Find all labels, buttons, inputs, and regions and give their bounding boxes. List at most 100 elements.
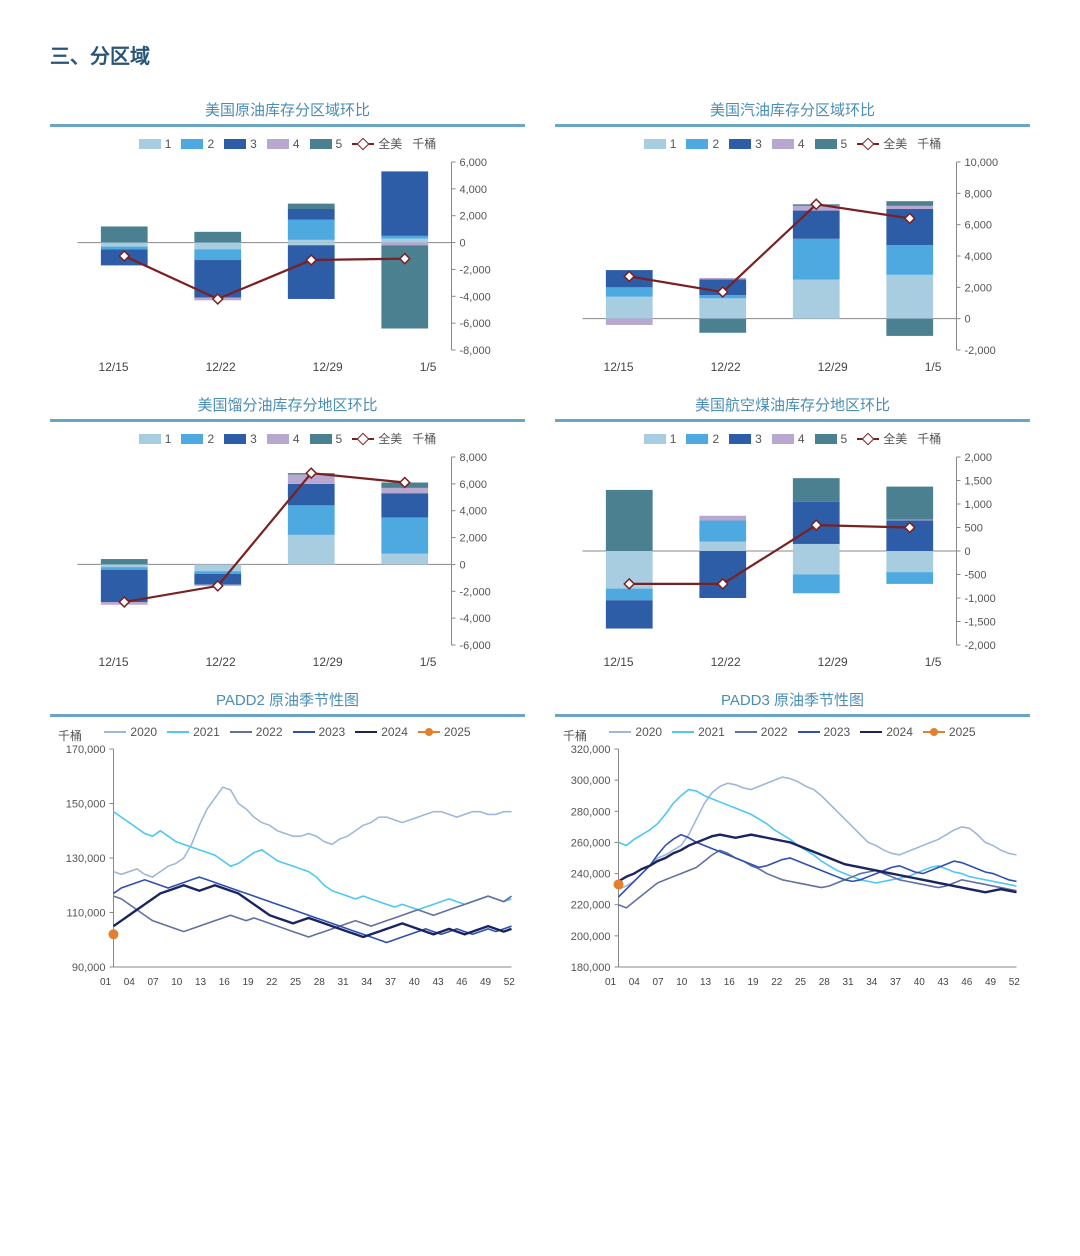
chart-hr (50, 714, 525, 717)
x-labels: 12/1512/2212/291/5 (50, 655, 525, 669)
y-tick: -2,000 (965, 345, 996, 356)
x-labels: 12/1512/2212/291/5 (555, 655, 1030, 669)
legend-item: 2021 (167, 725, 220, 739)
bar-seg (793, 575, 840, 594)
y-tick: 6,000 (965, 220, 993, 232)
x-tick: 40 (914, 977, 925, 988)
series-2024 (114, 885, 512, 937)
y-tick: -1,000 (965, 593, 996, 605)
bar-seg (381, 243, 428, 246)
bar-seg (101, 567, 148, 570)
bar-seg (699, 520, 746, 541)
bar-chart-0: 美国原油库存分区域环比12345全美千桶-8,000-6,000-4,000-2… (50, 99, 525, 374)
y-tick: -4,000 (460, 291, 491, 303)
y-tick: 320,000 (571, 744, 611, 756)
bar-seg (886, 275, 933, 319)
x-tick: 12/15 (604, 360, 634, 374)
series-2021 (619, 789, 1017, 886)
x-tick: 1/5 (925, 655, 942, 669)
y-tick: 240,000 (571, 869, 611, 881)
bar-seg (288, 245, 335, 299)
x-labels: 12/1512/2212/291/5 (555, 360, 1030, 374)
bar-seg (288, 535, 335, 565)
y-tick: 180,000 (571, 962, 611, 973)
bar-chart-2: 美国馏分油库存分地区环比12345全美千桶-6,000-4,000-2,0000… (50, 394, 525, 669)
series-2025-point (109, 929, 119, 939)
x-labels: 010407101316192225283134374043464952 (50, 977, 525, 988)
bar-seg (793, 211, 840, 239)
x-tick: 12/29 (818, 360, 848, 374)
plot-area: 180,000200,000220,000240,000260,000280,0… (555, 743, 1030, 973)
x-tick: 04 (629, 977, 640, 988)
legend-line: 全美 (352, 135, 402, 152)
bar-seg (793, 478, 840, 502)
bar-seg (606, 589, 653, 601)
bar-seg (606, 600, 653, 628)
plot-area: 90,000110,000130,000150,000170,000 (50, 743, 525, 973)
legend-item: 4 (772, 432, 805, 446)
series-2024 (619, 835, 1017, 893)
y-tick: 300,000 (571, 775, 611, 787)
x-tick: 12/29 (313, 655, 343, 669)
y-tick: 2,000 (460, 211, 488, 223)
bar-seg (886, 572, 933, 584)
bar-seg (886, 319, 933, 336)
x-tick: 12/22 (711, 360, 741, 374)
bar-seg (381, 171, 428, 235)
x-tick: 43 (433, 977, 444, 988)
legend-item: 3 (224, 432, 257, 446)
unit-label: 千桶 (917, 135, 941, 152)
legend-item: 2 (181, 137, 214, 151)
legend-item: 5 (815, 137, 848, 151)
x-tick: 01 (100, 977, 111, 988)
x-tick: 25 (795, 977, 806, 988)
bar-seg (288, 204, 335, 209)
y-tick: 130,000 (66, 853, 106, 865)
y-tick: -4,000 (460, 613, 491, 625)
legend-item: 3 (729, 137, 762, 151)
x-tick: 40 (409, 977, 420, 988)
x-tick: 37 (385, 977, 396, 988)
bar-seg (886, 201, 933, 206)
plot-area: -6,000-4,000-2,00002,0004,0006,0008,000 (50, 451, 525, 651)
bar-seg (288, 240, 335, 243)
y-tick: 0 (965, 546, 971, 558)
plot-area: -8,000-6,000-4,000-2,00002,0004,0006,000 (50, 156, 525, 356)
bar-seg (886, 520, 933, 521)
bar-seg (886, 551, 933, 572)
series-2023 (114, 877, 512, 942)
line-chart-0: PADD2 原油季节性图千桶20202021202220232024202590… (50, 689, 525, 988)
x-tick: 31 (338, 977, 349, 988)
x-tick: 1/5 (420, 655, 437, 669)
legend: 12345全美千桶 (555, 135, 1030, 152)
y-tick: -2,000 (965, 640, 996, 651)
legend-item: 2 (181, 432, 214, 446)
legend-item: 4 (267, 137, 300, 151)
y-tick: -8,000 (460, 345, 491, 356)
unit-label: 千桶 (412, 135, 436, 152)
y-tick: -6,000 (460, 640, 491, 651)
y-tick: 0 (965, 314, 971, 326)
y-tick: 8,000 (460, 452, 488, 464)
legend-item: 1 (139, 432, 172, 446)
x-labels: 010407101316192225283134374043464952 (555, 977, 1030, 988)
chart-hr (50, 419, 525, 422)
legend-item: 3 (224, 137, 257, 151)
x-tick: 49 (480, 977, 491, 988)
bar-seg (101, 247, 148, 250)
x-tick: 1/5 (420, 360, 437, 374)
x-tick: 10 (171, 977, 182, 988)
y-tick: -500 (965, 570, 987, 582)
bar-seg (194, 232, 241, 243)
bar-seg (381, 517, 428, 553)
unit-label: 千桶 (917, 430, 941, 447)
y-tick: -2,000 (460, 264, 491, 276)
legend-line: 全美 (857, 430, 907, 447)
x-tick: 46 (961, 977, 972, 988)
bar-seg (381, 488, 428, 493)
x-tick: 16 (219, 977, 230, 988)
legend-item: 5 (310, 137, 343, 151)
bar-seg (606, 297, 653, 319)
x-tick: 12/22 (711, 655, 741, 669)
bar-seg (101, 564, 148, 567)
